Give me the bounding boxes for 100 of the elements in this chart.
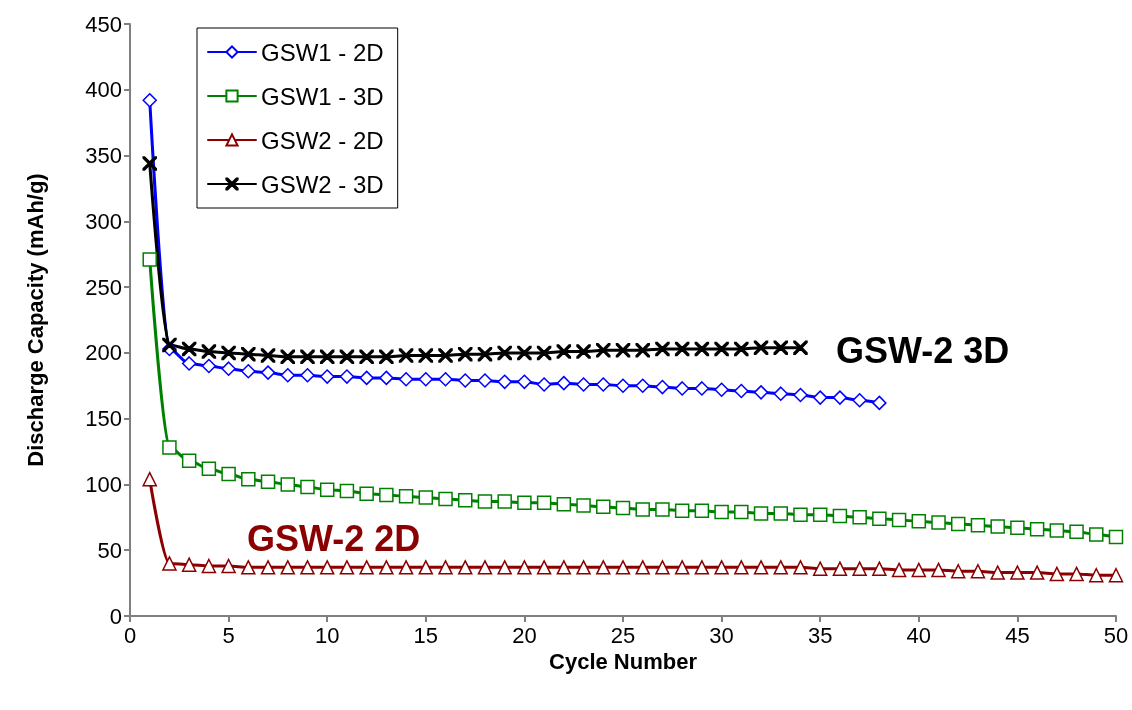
point [379,349,394,365]
point [832,390,848,405]
point [438,371,453,387]
point [241,471,256,487]
point [300,349,315,365]
point [517,495,532,511]
point [1089,527,1104,542]
point [990,519,1005,534]
point [674,503,690,519]
point [694,381,710,396]
point [576,498,591,513]
point [1108,529,1124,545]
point [300,368,315,383]
point [300,479,315,495]
x-tick-label: 45 [1005,622,1030,648]
point [438,560,453,575]
point [319,349,335,365]
point [241,346,256,362]
point [497,560,512,575]
point [891,562,907,578]
point [181,356,197,371]
point [418,490,434,505]
point [596,499,611,515]
point [931,515,946,530]
point [950,516,966,532]
x-tick-label: 5 [222,622,235,648]
point [260,474,276,490]
point [1049,566,1065,582]
point [418,560,434,575]
point [674,341,690,357]
point [438,491,453,507]
point [1010,520,1025,536]
y-tick-label: 250 [85,274,122,300]
point [1010,565,1025,580]
point [201,558,217,574]
point [319,369,335,384]
point [773,560,789,575]
point [260,365,276,380]
point [359,370,374,386]
point [319,482,335,497]
point [793,507,808,522]
point [457,560,473,575]
point [517,560,532,575]
point [497,374,512,390]
annotation: GSW-2 3D [836,329,1010,371]
point [359,486,374,501]
point [398,560,414,575]
point [536,345,552,361]
x-tick-label: 35 [807,622,833,648]
point [734,383,749,399]
point [655,379,670,395]
point [615,343,631,358]
point [398,489,414,504]
point [457,492,473,508]
point [241,560,256,575]
point [142,156,157,171]
point [615,378,631,394]
y-tick-label: 200 [85,340,122,366]
point [576,560,591,575]
point [162,556,177,571]
point [970,517,986,533]
point [970,564,986,579]
point [655,560,670,575]
point [181,341,197,357]
point [497,494,512,509]
y-tick-label: 100 [85,471,122,497]
point [1029,565,1045,580]
point [339,349,355,365]
point [1089,567,1104,583]
point [457,373,473,388]
point [635,560,650,575]
legend-label: GSW2 - 3D [261,170,384,198]
point [221,361,236,376]
point [221,345,236,361]
point [1108,567,1124,583]
point [694,503,710,519]
point [181,453,197,469]
legend-label: GSW2 - 2D [261,126,384,154]
point [714,341,729,357]
point [872,511,887,526]
legend-label: GSW1 - 2D [261,38,384,66]
point [418,371,434,387]
point [753,506,769,521]
point [1069,566,1084,582]
point [517,374,532,390]
point [576,377,591,392]
y-tick-label: 300 [85,208,122,234]
point [556,496,572,512]
point [714,504,729,520]
point [379,560,394,575]
point [655,502,670,517]
point [694,341,710,357]
point [615,560,631,575]
point [753,340,769,355]
point [201,358,217,374]
point [773,340,789,355]
point [615,500,631,516]
point [990,565,1005,580]
point [596,377,611,392]
x-tick-label: 50 [1103,622,1129,648]
